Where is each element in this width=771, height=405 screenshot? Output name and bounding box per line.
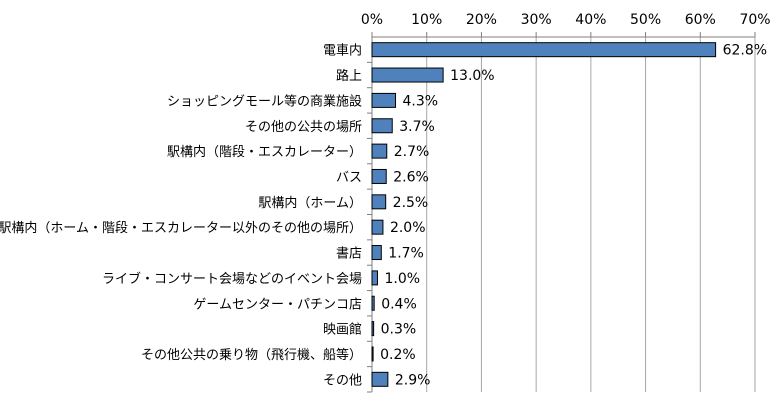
bar [371,270,378,286]
category-label: バス [336,170,362,185]
bar [371,245,382,261]
category-label: その他公共の乗り物（飛行機、船等） [141,347,362,363]
category-label: ライブ・コンサート会場などのイベント会場 [102,271,362,287]
bar [371,321,375,337]
x-tick-label: 40% [575,12,606,28]
bar [371,346,374,362]
data-label: 62.8% [723,43,767,59]
category-label: ゲームセンター・パチンコ店 [193,297,362,312]
data-label: 13.0% [450,68,494,84]
bar [371,295,375,311]
data-label: 0.3% [381,322,417,338]
category-label: 書店 [336,247,362,262]
category-label: 路上 [336,68,362,84]
x-tick-label: 0% [361,12,383,28]
bar [371,67,444,83]
bar [371,371,389,387]
category-label: 駅構内（ホーム・階段・エスカレーター以外のその他の場所） [0,220,362,236]
data-label: 2.9% [395,372,431,388]
labels: 0% 10% 20% 30% 40% 50% 60% 70% 電車内 62.8% 路上 13.0% ショ… [0,12,771,388]
data-label: 2.5% [393,195,429,211]
data-label: 0.2% [380,347,416,363]
data-label: 4.3% [403,93,439,109]
bar [371,118,393,134]
bars [371,42,717,387]
gridlines [426,37,756,392]
data-label: 1.0% [384,271,420,287]
bar [371,194,387,210]
axes [367,32,756,393]
x-tick-label: 50% [630,12,661,28]
data-label: 3.7% [399,119,435,135]
x-tick-label: 10% [411,12,442,28]
bar [371,42,717,58]
data-label: 2.7% [394,144,430,160]
x-tick-label: 30% [521,12,552,28]
data-label: 0.4% [381,296,417,312]
x-tick-label: 20% [466,12,497,28]
bar [371,219,384,235]
category-label: 電車内 [323,43,362,59]
x-tick-label: 60% [685,12,716,28]
data-label: 1.7% [388,246,424,262]
data-label: 2.6% [393,169,429,185]
category-label: その他の公共の場所 [245,120,362,135]
category-label: 駅構内（ホーム） [258,195,362,211]
x-tick-label: 70% [739,12,770,28]
bar [371,92,397,108]
data-label: 2.0% [390,220,426,236]
category-label: ショッピングモール等の商業施設 [167,93,362,109]
bar [371,168,387,184]
category-label: その他 [323,373,362,388]
category-label: 駅構内（階段・エスカレーター） [167,144,362,160]
category-label: 映画館 [323,323,362,338]
bar [371,143,388,159]
